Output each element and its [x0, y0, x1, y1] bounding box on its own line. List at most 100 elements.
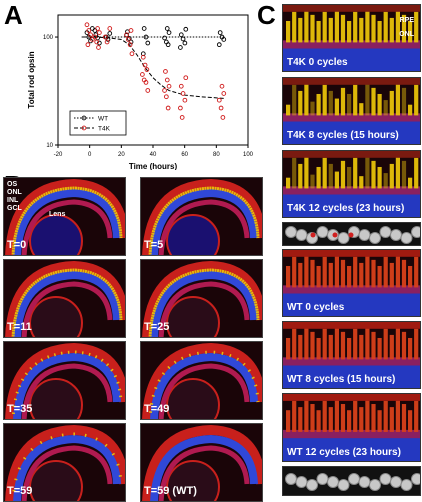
data-point-wt	[164, 26, 170, 31]
retina-strip: T4K 12 cycles (23 hours)	[282, 150, 421, 218]
tile-time-label: T=25	[144, 321, 170, 333]
data-point-t4k	[94, 39, 100, 45]
data-point-t4k	[178, 83, 184, 89]
data-point-t4k	[90, 37, 95, 42]
retina-strip: WT 12 cycles (23 hours)	[282, 393, 421, 462]
data-point-t4k	[140, 72, 145, 77]
data-point-wt	[126, 36, 132, 41]
t4k-fit-line	[81, 36, 225, 99]
y-tick-label: 10	[46, 143, 53, 149]
legend-entry: WT	[98, 116, 108, 123]
retina-strip: WT 0 cycles	[282, 249, 421, 317]
data-point-t4k	[140, 54, 146, 60]
legend-marker	[81, 115, 87, 121]
x-tick-label: 100	[243, 152, 254, 158]
strip-label: T4K 8 cycles (15 hours)	[287, 130, 399, 141]
data-point-t4k	[85, 42, 91, 48]
x-tick-label: 20	[118, 152, 125, 158]
strip-label: WT 0 cycles	[287, 302, 345, 313]
eye-section-tile: T=35	[3, 341, 126, 420]
data-point-t4k	[145, 88, 151, 93]
layer-label: ONL	[399, 31, 414, 38]
data-point-t4k	[92, 34, 98, 40]
data-point-wt	[216, 42, 222, 48]
data-point-t4k	[180, 91, 186, 96]
x-tick-label: -20	[54, 152, 63, 158]
legend-entry: T4K	[98, 126, 111, 133]
layer-label: ONL	[7, 189, 22, 196]
tile-time-label: T=59	[7, 485, 33, 497]
data-point-t4k	[129, 51, 135, 57]
data-point-wt	[182, 40, 188, 46]
data-point-t4k	[182, 97, 188, 103]
tile-time-label: T=5	[144, 239, 164, 251]
fit-lines	[81, 36, 225, 99]
eye-section-tile: T=0 OS ONL INL GCL Lens	[3, 177, 126, 256]
data-point-t4k	[218, 105, 224, 111]
layer-label: GCL	[7, 205, 22, 212]
data-point-wt	[178, 45, 183, 50]
x-tick-label: 60	[181, 152, 188, 158]
data-point-wt	[145, 40, 151, 46]
lens-label: Lens	[49, 211, 66, 218]
legend-marker	[81, 125, 87, 131]
x-tick-label: 80	[213, 152, 220, 158]
data-point-t4k	[107, 26, 113, 31]
x-tick-label: 0	[88, 152, 92, 158]
data-point-t4k	[86, 28, 92, 33]
data-point-wt	[97, 40, 102, 46]
data-point-t4k	[88, 32, 93, 38]
data-point-wt	[128, 39, 134, 45]
data-points	[84, 22, 227, 120]
panel-label-a: A	[4, 0, 23, 30]
data-point-t4k	[165, 105, 171, 111]
data-point-t4k	[220, 115, 226, 120]
data-point-wt	[141, 26, 147, 31]
data-point-t4k	[178, 105, 183, 111]
data-point-t4k	[221, 91, 227, 96]
data-point-t4k	[84, 22, 90, 28]
data-point-t4k	[143, 80, 149, 85]
data-point-t4k	[104, 39, 110, 45]
tile-time-label: T=11	[7, 321, 32, 333]
strip-label: WT 12 cycles (23 hours)	[287, 447, 401, 458]
tile-time-label: T=35	[7, 403, 33, 415]
data-point-t4k	[163, 69, 168, 74]
data-point-wt	[221, 37, 227, 42]
chart-axes: -20 0 20 40 60 80 100 10 100 Time (hours) Total ro…	[27, 14, 254, 170]
tile-time-label: T=0	[7, 239, 27, 251]
nuclei-inset	[282, 466, 421, 496]
x-axis-label: Time (hours)	[129, 162, 178, 170]
data-point-t4k	[179, 115, 185, 120]
eye-section-tile: T=59	[3, 423, 126, 502]
nuclei-inset	[282, 222, 421, 246]
data-point-wt	[165, 42, 171, 48]
strip-label: T4K 12 cycles (23 hours)	[287, 203, 405, 214]
eye-section-tile: T=49	[140, 341, 263, 420]
eye-section-tile: T=11	[3, 259, 126, 338]
data-point-t4k	[128, 28, 134, 33]
layer-label: OS	[7, 181, 18, 188]
data-point-t4k	[124, 32, 129, 38]
data-point-wt	[180, 36, 186, 42]
eye-section-tile: T=25	[140, 259, 263, 338]
data-point-wt	[107, 31, 113, 36]
data-point-t4k	[142, 62, 148, 68]
strip-label: T4K 0 cycles	[287, 57, 348, 68]
data-point-wt	[143, 34, 149, 40]
data-point-t4k	[97, 30, 102, 35]
retina-strip: T4K 8 cycles (15 hours)	[282, 77, 421, 145]
data-point-t4k	[183, 75, 189, 81]
layer-label: RPE	[399, 17, 414, 24]
data-point-t4k	[219, 83, 225, 89]
opsin-timecourse-chart: -20 0 20 40 60 80 100 10 100 Time (hours) Total ro…	[27, 14, 254, 170]
data-point-t4k	[96, 45, 101, 50]
data-point-t4k	[162, 88, 167, 93]
y-tick-label: 100	[43, 35, 54, 41]
data-point-t4k	[216, 97, 222, 103]
legend-box	[69, 110, 127, 136]
data-point-t4k	[166, 83, 172, 89]
data-point-wt	[105, 37, 111, 42]
data-point-t4k	[126, 37, 131, 42]
y-axis-label: Total rod opsin	[27, 51, 36, 108]
